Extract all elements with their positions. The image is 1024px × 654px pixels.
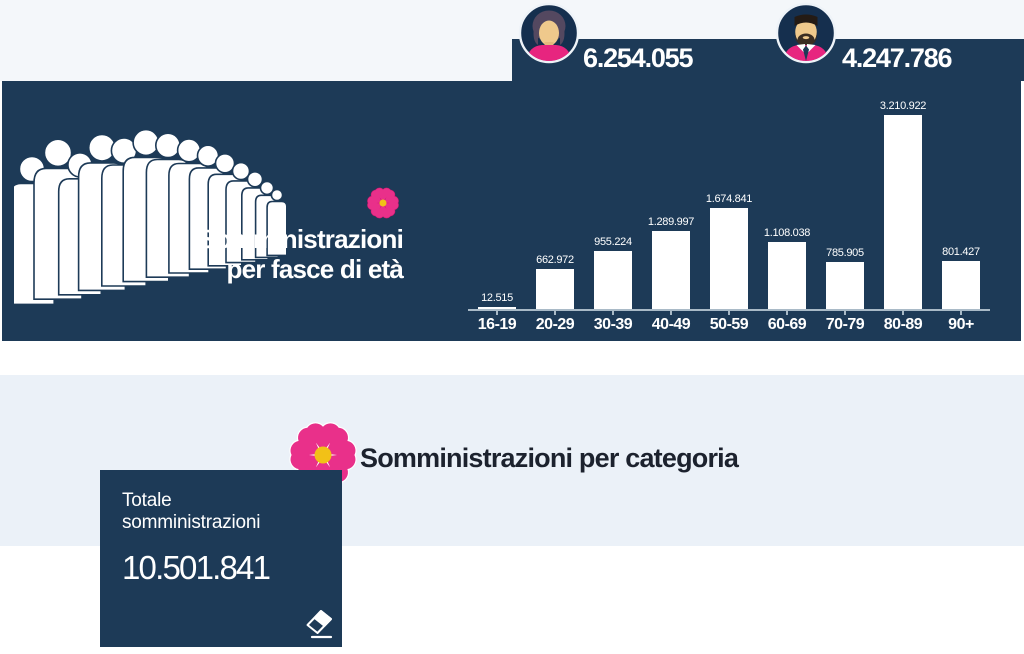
category-cell: 90+ (932, 311, 990, 334)
age-section-title-line1: Somministrazioni (199, 224, 404, 254)
axis-tick (612, 311, 614, 315)
bar-90+[interactable] (942, 261, 980, 309)
bar-group: 1.108.038 (758, 96, 816, 309)
category-label: 90+ (948, 316, 974, 333)
gender-totals-header (512, 39, 1024, 81)
axis-tick (728, 311, 730, 315)
bar-value-label: 12.515 (481, 292, 513, 304)
bar-16-19[interactable] (478, 307, 516, 309)
bar-group: 1.289.997 (642, 96, 700, 309)
bar-value-label: 785.905 (826, 247, 864, 259)
age-section-title-line2: per fasce di età (226, 254, 403, 284)
bar-70-79[interactable] (826, 262, 864, 309)
axis-tick (844, 311, 846, 315)
bar-value-label: 801.427 (942, 246, 980, 258)
bar-50-59[interactable] (710, 208, 748, 309)
female-avatar-icon (518, 2, 580, 64)
categories-row: 16-19 20-29 30-39 40-49 50-59 60-69 70-79 80-89… (468, 311, 990, 334)
bar-group: 785.905 (816, 96, 874, 309)
male-avatar-icon (775, 2, 837, 64)
category-label: 20-29 (535, 316, 575, 333)
category-cell: 40-49 (642, 311, 700, 334)
flower-icon (367, 187, 399, 219)
age-section-title: Somministrazioni per fasce di età (153, 224, 404, 284)
x-axis-line (468, 309, 990, 311)
bar-group: 955.224 (584, 96, 642, 309)
category-cell: 60-69 (758, 311, 816, 334)
bar-20-29[interactable] (536, 269, 574, 309)
bar-value-label: 1.674.841 (705, 193, 753, 205)
category-cell: 50-59 (700, 311, 758, 334)
bar-value-label: 1.289.997 (647, 216, 695, 228)
category-label: 80-89 (883, 316, 923, 333)
category-cell: 20-29 (526, 311, 584, 334)
bar-40-49[interactable] (652, 231, 690, 309)
axis-tick (670, 311, 672, 315)
category-cell: 70-79 (816, 311, 874, 334)
crowd-queue-illustration (14, 128, 286, 306)
bar-value-label: 662.972 (536, 254, 574, 266)
axis-tick (960, 311, 962, 315)
flower-icon (289, 421, 357, 489)
axis-tick (554, 311, 556, 315)
total-card-value: 10.501.841 (122, 549, 271, 586)
category-cell: 16-19 (468, 311, 526, 334)
bar-group: 662.972 (526, 96, 584, 309)
bar-group: 801.427 (932, 96, 990, 309)
bar-60-69[interactable] (768, 242, 806, 309)
bar-80-89[interactable] (884, 115, 922, 309)
total-administrations-card: Totale somministrazioni 10.501.841 (100, 470, 342, 647)
eraser-icon[interactable] (303, 608, 335, 640)
axis-tick (496, 311, 498, 315)
bars-row: 12.515 662.972 955.224 1.289.997 1.674.841 1.… (468, 96, 990, 309)
category-label: 60-69 (767, 316, 807, 333)
category-cell: 80-89 (874, 311, 932, 334)
bar-value-label: 3.210.922 (879, 100, 927, 112)
female-total: 6.254.055 (583, 43, 694, 73)
category-label: 70-79 (825, 316, 865, 333)
total-card-label: Totale somministrazioni (122, 490, 261, 533)
age-bar-chart: 12.515 662.972 955.224 1.289.997 1.674.841 1.… (468, 96, 990, 336)
axis-tick (902, 311, 904, 315)
bar-value-label: 955.224 (594, 236, 632, 248)
male-total: 4.247.786 (842, 43, 953, 73)
bar-group: 1.674.841 (700, 96, 758, 309)
category-label: 30-39 (593, 316, 633, 333)
category-label: 16-19 (477, 316, 517, 333)
category-section-title: Somministrazioni per categoria (360, 443, 739, 473)
category-label: 50-59 (709, 316, 749, 333)
axis-tick (786, 311, 788, 315)
category-label: 40-49 (651, 316, 691, 333)
bar-value-label: 1.108.038 (763, 227, 811, 239)
category-cell: 30-39 (584, 311, 642, 334)
bar-group: 3.210.922 (874, 96, 932, 309)
bar-group: 12.515 (468, 96, 526, 309)
bar-30-39[interactable] (594, 251, 632, 309)
